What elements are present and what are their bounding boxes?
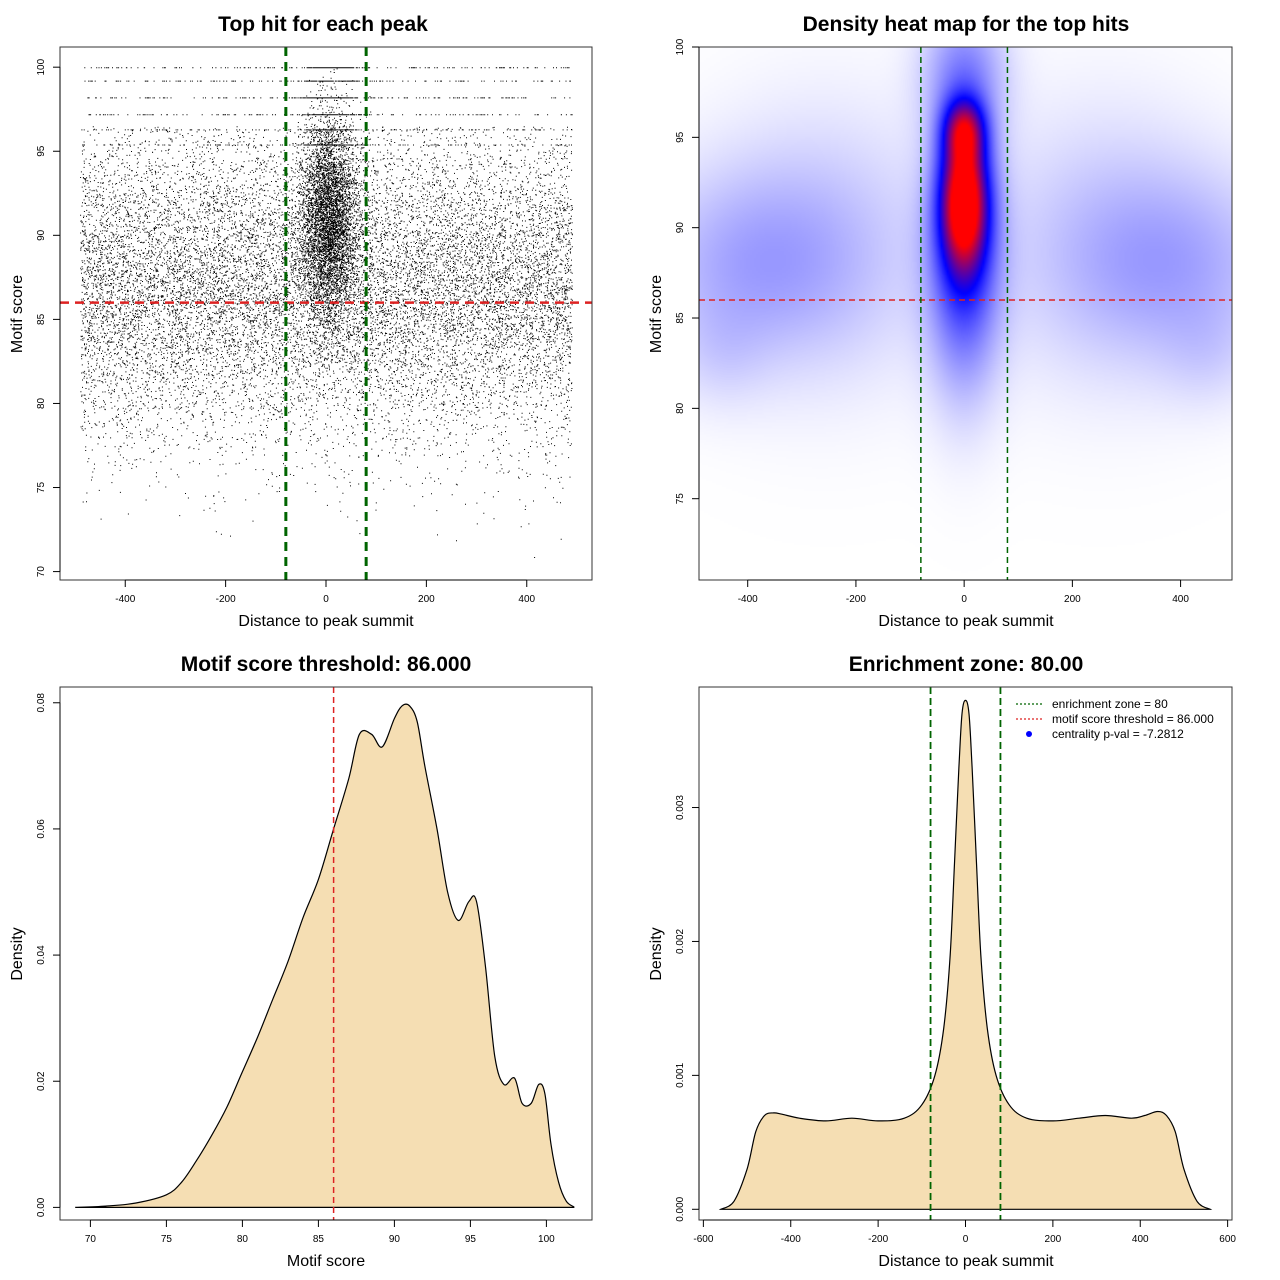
scatter-x-tick-label: -200: [216, 594, 236, 605]
distance-density-y-tick-label: 0.001: [675, 1062, 686, 1087]
scatter-x-tick-label: 400: [518, 594, 535, 605]
score-density-x-tick-label: 70: [85, 1234, 97, 1245]
heatmap-y-tick-label: 80: [675, 402, 686, 414]
score-density-y-tick-label: 0.04: [36, 945, 47, 965]
distance-density-x-tick-label: 600: [1219, 1234, 1236, 1245]
heatmap-y-tick-label: 95: [675, 131, 686, 143]
score-density-y-tick-label: 0.00: [36, 1197, 47, 1217]
panel-distance-density: Enrichment zone: 80.00 -600 -400 -200 0 200 4…: [648, 653, 1236, 1270]
heatmap-y-label: Motif score: [648, 275, 665, 353]
legend: enrichment zone = 80 motif score thresho…: [1016, 697, 1214, 741]
heatmap-x-tick-label: 0: [961, 594, 967, 605]
distance-density-x-tick-label: 0: [963, 1234, 969, 1245]
score-density-x-tick-label: 85: [313, 1234, 325, 1245]
scatter-y-axis: 70 75 80 85 90 95 100: [36, 58, 61, 578]
score-density-y-label: Density: [9, 927, 26, 980]
distance-density-y-tick-label: 0.002: [675, 929, 686, 954]
scatter-y-tick-label: 90: [36, 229, 47, 241]
legend-pval-label: centrality p-val = -7.2812: [1052, 727, 1184, 741]
scatter-plot-area: [80, 67, 573, 558]
panel-heatmap: Density heat map for the top hits -400 -2…: [648, 13, 1233, 630]
heatmap-y-tick-label: 100: [675, 38, 686, 55]
distance-density-y-tick-label: 0.000: [675, 1196, 686, 1221]
heatmap-title: Density heat map for the top hits: [803, 13, 1130, 36]
score-density-x-tick-label: 80: [237, 1234, 249, 1245]
score-density-x-tick-label: 90: [389, 1234, 401, 1245]
distance-density-x-label: Distance to peak summit: [878, 1253, 1054, 1270]
scatter-x-label: Distance to peak summit: [238, 613, 414, 630]
distance-density-x-tick-label: 200: [1045, 1234, 1062, 1245]
distance-density-x-tick-label: -400: [781, 1234, 801, 1245]
score-density-curve: [75, 703, 575, 1208]
heatmap-x-tick-label: 400: [1172, 594, 1189, 605]
distance-density-x-axis: -600 -400 -200 0 200 400 600: [693, 1219, 1236, 1245]
scatter-plot-frame: [59, 46, 593, 581]
distance-density-y-label: Density: [648, 927, 665, 980]
scatter-title: Top hit for each peak: [218, 13, 428, 36]
scatter-y-tick-label: 100: [36, 58, 47, 75]
scatter-y-tick-label: 80: [36, 397, 47, 409]
scatter-reference-lines: [60, 47, 592, 580]
heatmap-x-tick-label: 200: [1064, 594, 1081, 605]
distance-density-x-tick-label: -200: [868, 1234, 888, 1245]
distance-density-y-tick-label: 0.003: [675, 795, 686, 820]
distance-density-title: Enrichment zone: 80.00: [849, 653, 1084, 676]
heatmap-y-tick-label: 85: [675, 312, 686, 324]
heatmap-reference-lines: [699, 47, 1232, 580]
scatter-x-tick-label: -400: [115, 594, 135, 605]
heatmap-y-tick-label: 90: [675, 222, 686, 234]
scatter-x-tick-label: 0: [323, 594, 329, 605]
score-density-y-tick-label: 0.02: [36, 1071, 47, 1091]
score-density-x-tick-label: 95: [465, 1234, 477, 1245]
panel-score-density: Motif score threshold: 86.000 70 75 80 85 90…: [9, 653, 593, 1270]
score-density-x-label: Motif score: [287, 1253, 365, 1270]
heatmap-x-tick-label: -400: [738, 594, 758, 605]
score-density-x-tick-label: 75: [161, 1234, 173, 1245]
scatter-y-tick-label: 95: [36, 145, 47, 157]
distance-density-y-axis: 0.000 0.001 0.002 0.003: [675, 795, 700, 1222]
distance-density-curve: [718, 699, 1213, 1210]
score-density-y-axis: 0.00 0.02 0.04 0.06 0.08: [36, 693, 61, 1217]
scatter-points: [80, 67, 573, 558]
score-density-x-tick-label: 100: [538, 1234, 555, 1245]
panel-scatter: Top hit for each peak -400 -200 0 200 400 70…: [9, 13, 593, 630]
distance-density-x-tick-label: -600: [693, 1234, 713, 1245]
heatmap-y-tick-label: 75: [675, 493, 686, 505]
heatmap-x-tick-label: -200: [846, 594, 866, 605]
legend-threshold-label: motif score threshold = 86.000: [1052, 712, 1214, 726]
heatmap-x-label: Distance to peak summit: [878, 613, 1054, 630]
density-heatmap: [699, 47, 1232, 580]
scatter-x-axis: -400 -200 0 200 400: [115, 579, 536, 605]
distance-density-x-tick-label: 400: [1132, 1234, 1149, 1245]
scatter-y-tick-label: 75: [36, 482, 47, 494]
legend-pval-swatch: [1026, 731, 1032, 737]
score-density-plot-area: [75, 687, 575, 1220]
score-density-y-tick-label: 0.08: [36, 693, 47, 713]
scatter-x-tick-label: 200: [418, 594, 435, 605]
score-density-x-axis: 70 75 80 85 90 95 100: [85, 1219, 555, 1245]
score-density-title: Motif score threshold: 86.000: [181, 653, 472, 676]
score-density-y-tick-label: 0.06: [36, 819, 47, 839]
legend-zone-label: enrichment zone = 80: [1052, 697, 1168, 711]
heatmap-x-axis: -400 -200 0 200 400: [738, 579, 1189, 605]
scatter-y-label: Motif score: [9, 275, 26, 353]
scatter-y-tick-label: 85: [36, 313, 47, 325]
scatter-y-tick-label: 70: [36, 566, 47, 578]
distance-density-plot-area: [718, 687, 1213, 1220]
heatmap-y-axis: 75 80 85 90 95 100: [675, 38, 700, 505]
